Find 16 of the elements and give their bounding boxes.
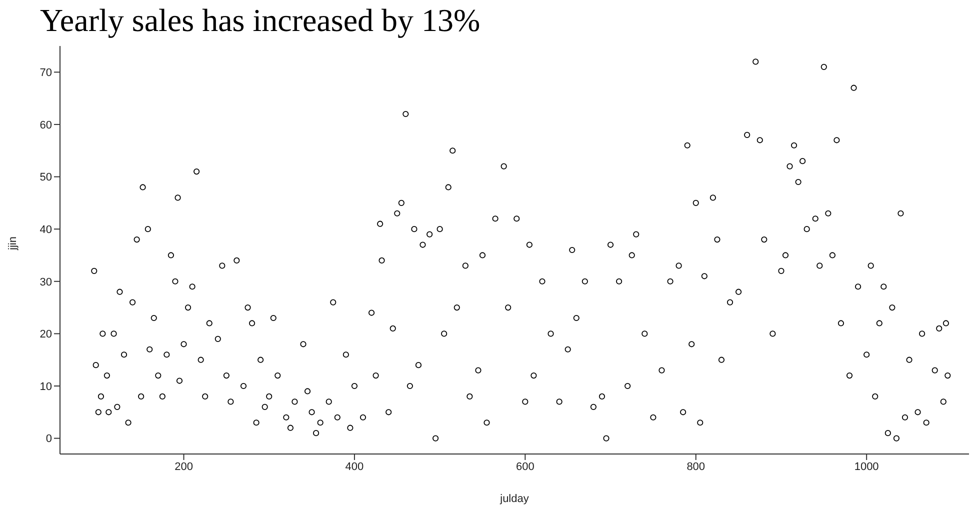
- x-tick-label: 600: [516, 460, 534, 473]
- y-tick-label: 10: [40, 380, 52, 393]
- x-axis-title: julday: [499, 493, 530, 505]
- y-tick-label: 30: [40, 276, 52, 288]
- x-tick-label: 200: [174, 460, 193, 473]
- y-tick-label: 20: [40, 328, 52, 341]
- y-tick-label: 40: [40, 224, 52, 236]
- x-tick-label: 1000: [854, 460, 879, 473]
- y-tick-label: 0: [46, 433, 52, 446]
- x-tick-label: 800: [686, 460, 706, 473]
- chart-title: Yearly sales has increased by 13%: [39, 1, 482, 40]
- y-axis-title: jjin: [6, 236, 19, 251]
- y-tick-label: 50: [40, 172, 52, 184]
- x-tick-label: 400: [345, 460, 364, 473]
- y-tick-label: 70: [40, 67, 52, 80]
- y-tick-label: 60: [40, 119, 52, 132]
